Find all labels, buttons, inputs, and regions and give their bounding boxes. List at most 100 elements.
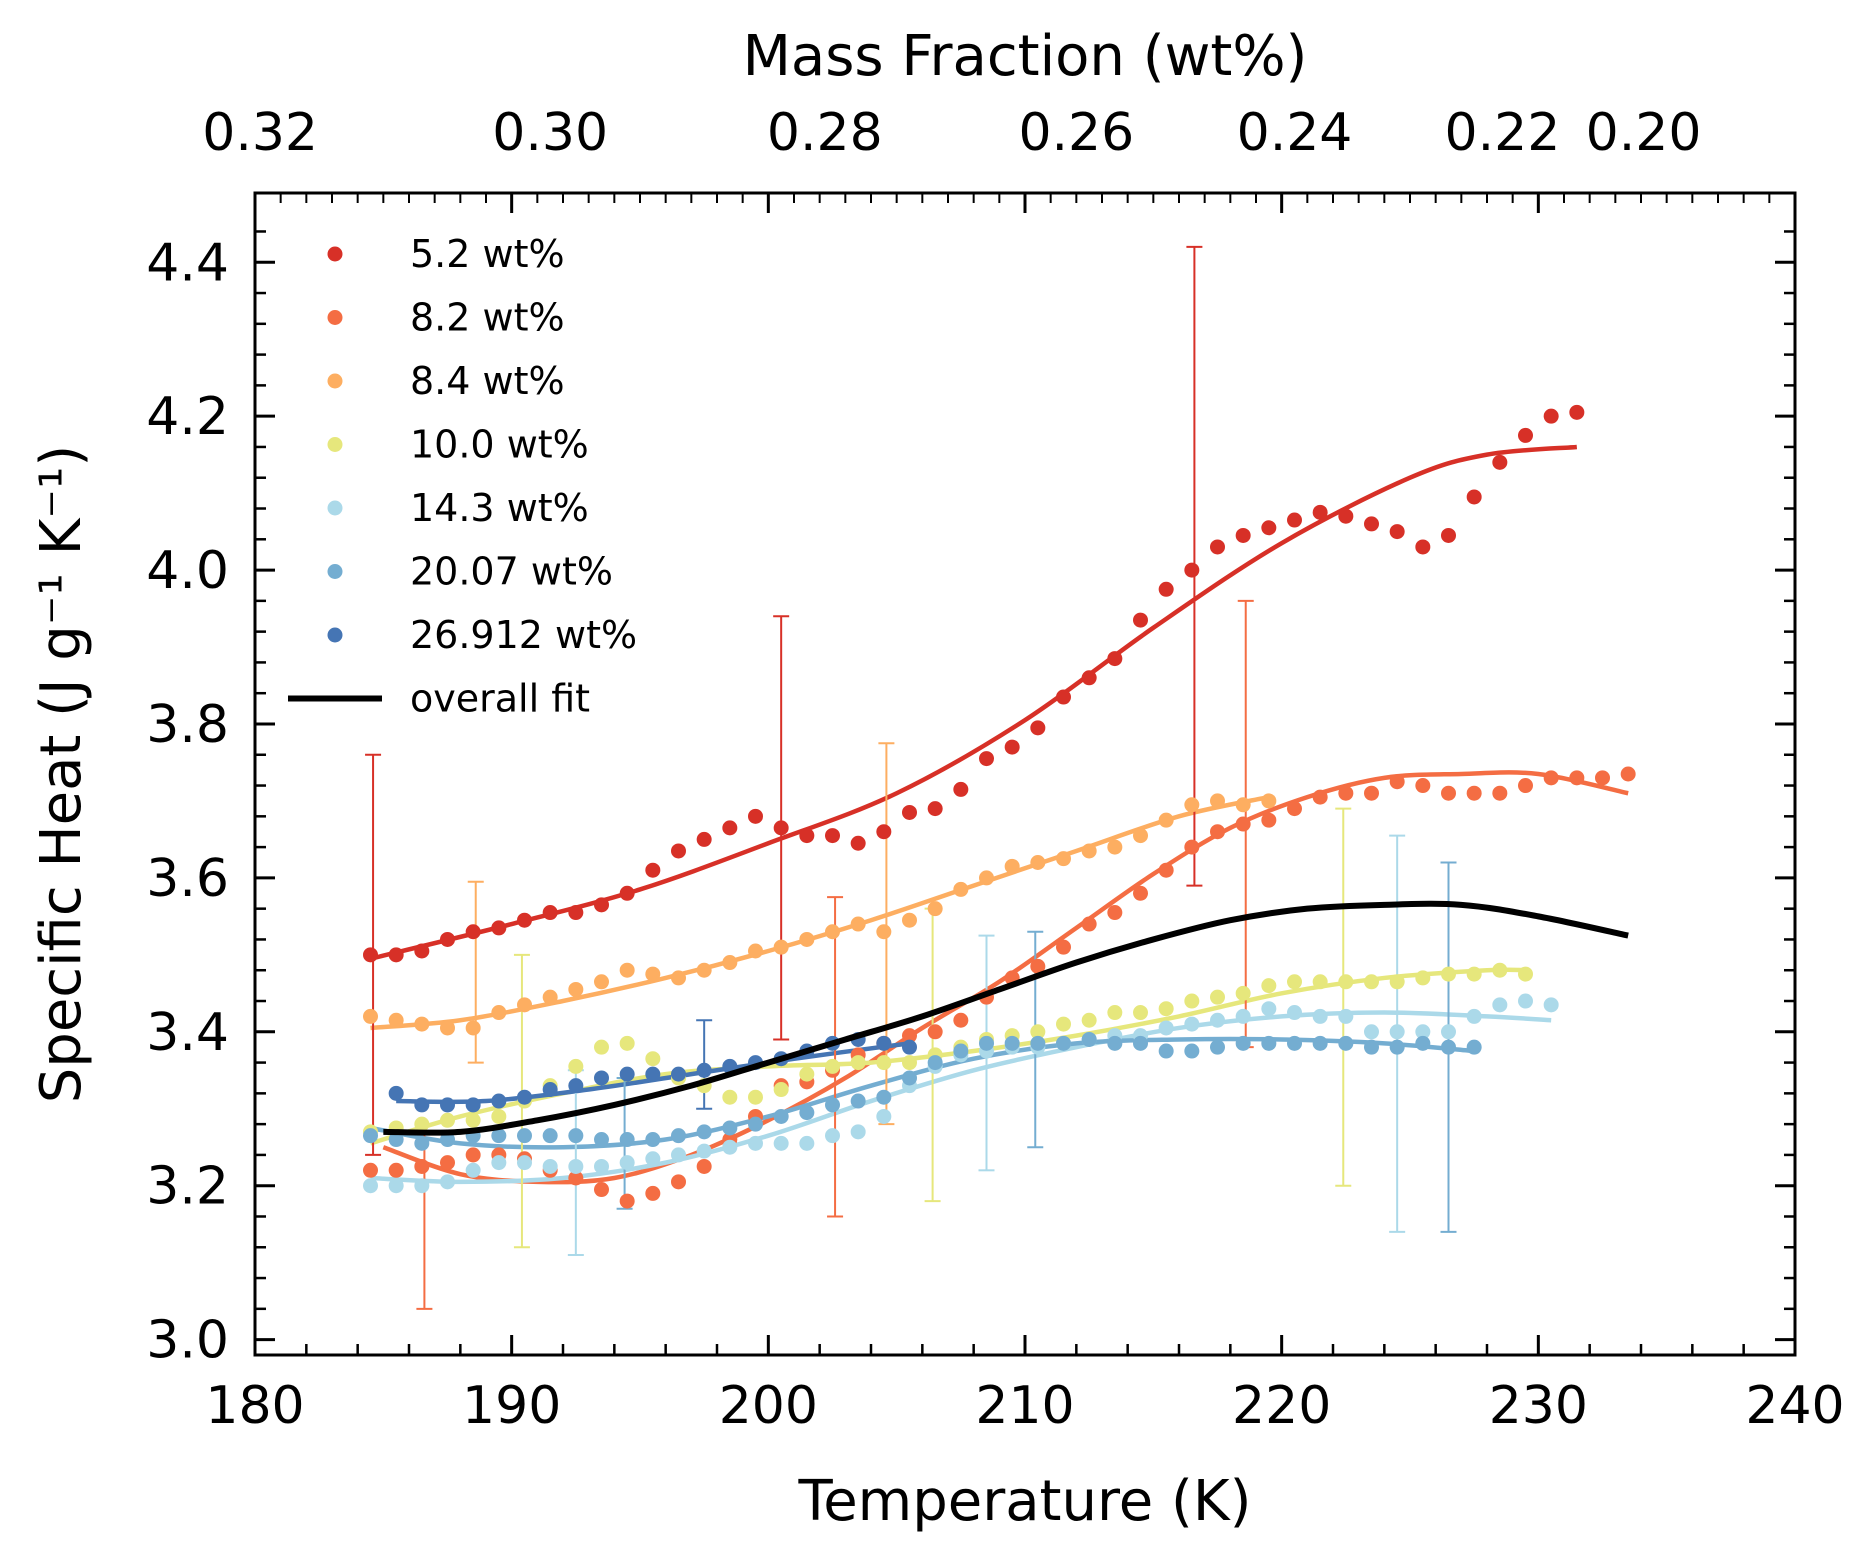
data-point xyxy=(902,912,917,928)
data-point xyxy=(1415,778,1431,794)
data-point xyxy=(722,955,738,971)
legend-label: 20.07 wt% xyxy=(410,550,613,594)
data-point xyxy=(1133,612,1148,628)
data-point xyxy=(876,1055,892,1071)
data-point xyxy=(902,1055,917,1071)
x-tick-label: 220 xyxy=(1232,1376,1331,1436)
data-point xyxy=(876,1108,892,1124)
data-point xyxy=(1620,766,1636,782)
data-point xyxy=(671,1147,686,1163)
points-layer xyxy=(363,404,1636,1209)
data-point xyxy=(1235,985,1251,1001)
data-point xyxy=(773,939,789,955)
data-point xyxy=(388,1085,404,1101)
data-point xyxy=(619,885,635,901)
data-point xyxy=(825,828,840,844)
data-point xyxy=(825,1097,840,1113)
data-point xyxy=(876,924,892,940)
data-point xyxy=(1030,1035,1046,1051)
data-point xyxy=(1492,962,1508,978)
data-point xyxy=(1492,785,1508,801)
data-point xyxy=(594,1132,609,1148)
data-point xyxy=(1261,1001,1277,1017)
data-point xyxy=(1287,1005,1302,1021)
data-point xyxy=(1518,427,1533,443)
y-tick-label: 3.2 xyxy=(146,1157,229,1217)
data-point xyxy=(491,1108,507,1124)
data-point xyxy=(1389,974,1405,990)
data-point xyxy=(927,901,943,917)
x2-tick-label: 0.20 xyxy=(1586,103,1702,163)
data-point xyxy=(1261,812,1277,828)
data-point xyxy=(491,1128,507,1144)
data-point xyxy=(1081,670,1097,686)
legend-marker xyxy=(327,310,343,325)
data-point xyxy=(1492,454,1508,470)
data-point xyxy=(619,1066,635,1082)
data-point xyxy=(696,962,712,978)
data-point xyxy=(1235,1035,1251,1051)
data-point xyxy=(594,1158,609,1174)
data-point xyxy=(1210,989,1225,1005)
data-point xyxy=(1338,974,1354,990)
data-point xyxy=(517,1155,532,1171)
legend-label: 5.2 wt% xyxy=(410,232,565,276)
data-point xyxy=(542,905,558,921)
data-point xyxy=(799,1135,815,1151)
data-point xyxy=(902,1028,917,1044)
data-point xyxy=(440,1174,455,1190)
data-point xyxy=(388,1178,404,1194)
y-tick-label: 4.0 xyxy=(146,541,229,601)
data-point xyxy=(1364,1024,1379,1040)
data-point xyxy=(517,1089,532,1105)
fit-line-4 xyxy=(370,1010,1552,1185)
legend-label: overall fit xyxy=(410,677,590,721)
data-point xyxy=(414,1016,430,1032)
data-point xyxy=(440,931,455,947)
data-point xyxy=(902,1070,917,1086)
data-point xyxy=(645,1185,661,1201)
data-point xyxy=(748,1135,763,1151)
data-point xyxy=(1389,1024,1405,1040)
legend-marker xyxy=(327,500,343,516)
x2-tick-label: 0.24 xyxy=(1237,103,1353,163)
data-point xyxy=(414,1116,430,1132)
data-point xyxy=(594,1182,609,1198)
data-point xyxy=(1389,774,1405,790)
legend-marker xyxy=(327,246,343,262)
data-point xyxy=(517,1128,532,1144)
data-point xyxy=(696,1158,712,1174)
data-point xyxy=(722,1120,738,1136)
data-point xyxy=(1466,785,1482,801)
data-point xyxy=(619,1193,635,1209)
data-point xyxy=(568,1078,584,1094)
data-point xyxy=(671,1174,686,1190)
x2-tick-label: 0.26 xyxy=(1018,103,1134,163)
data-point xyxy=(414,1158,430,1174)
data-point xyxy=(568,1128,584,1144)
data-point xyxy=(1492,997,1508,1013)
data-point xyxy=(799,1105,815,1121)
data-point xyxy=(1466,489,1482,505)
data-point xyxy=(979,751,994,767)
data-point xyxy=(902,804,917,820)
data-point xyxy=(440,1155,455,1171)
data-point xyxy=(1338,1008,1354,1024)
data-point xyxy=(1287,801,1302,817)
data-point xyxy=(1184,797,1200,813)
data-point xyxy=(953,781,969,797)
data-point xyxy=(542,989,558,1005)
data-point xyxy=(1235,527,1251,543)
data-point xyxy=(1158,1020,1174,1036)
data-point xyxy=(465,1020,481,1036)
data-point xyxy=(363,1162,378,1178)
data-point xyxy=(1056,1035,1071,1051)
data-point xyxy=(1081,1031,1097,1047)
data-point xyxy=(773,1108,789,1124)
data-point xyxy=(1312,1008,1328,1024)
data-point xyxy=(748,1089,763,1105)
data-point xyxy=(979,870,994,886)
data-point xyxy=(1415,970,1431,986)
data-point xyxy=(1210,1012,1225,1028)
data-point xyxy=(979,1035,994,1051)
